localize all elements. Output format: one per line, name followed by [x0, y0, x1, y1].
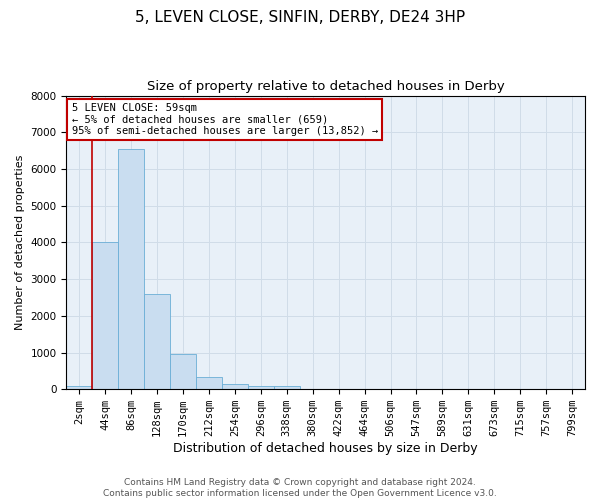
Bar — [248, 386, 274, 389]
Text: 5, LEVEN CLOSE, SINFIN, DERBY, DE24 3HP: 5, LEVEN CLOSE, SINFIN, DERBY, DE24 3HP — [135, 10, 465, 25]
Bar — [222, 384, 248, 389]
Bar — [118, 149, 144, 389]
X-axis label: Distribution of detached houses by size in Derby: Distribution of detached houses by size … — [173, 442, 478, 455]
Bar — [196, 378, 222, 389]
Bar — [144, 294, 170, 389]
Text: 5 LEVEN CLOSE: 59sqm
← 5% of detached houses are smaller (659)
95% of semi-detac: 5 LEVEN CLOSE: 59sqm ← 5% of detached ho… — [71, 103, 378, 136]
Title: Size of property relative to detached houses in Derby: Size of property relative to detached ho… — [147, 80, 505, 93]
Text: Contains HM Land Registry data © Crown copyright and database right 2024.
Contai: Contains HM Land Registry data © Crown c… — [103, 478, 497, 498]
Y-axis label: Number of detached properties: Number of detached properties — [15, 154, 25, 330]
Bar — [170, 354, 196, 389]
Bar — [67, 386, 92, 389]
Bar — [92, 242, 118, 389]
Bar — [274, 386, 300, 389]
